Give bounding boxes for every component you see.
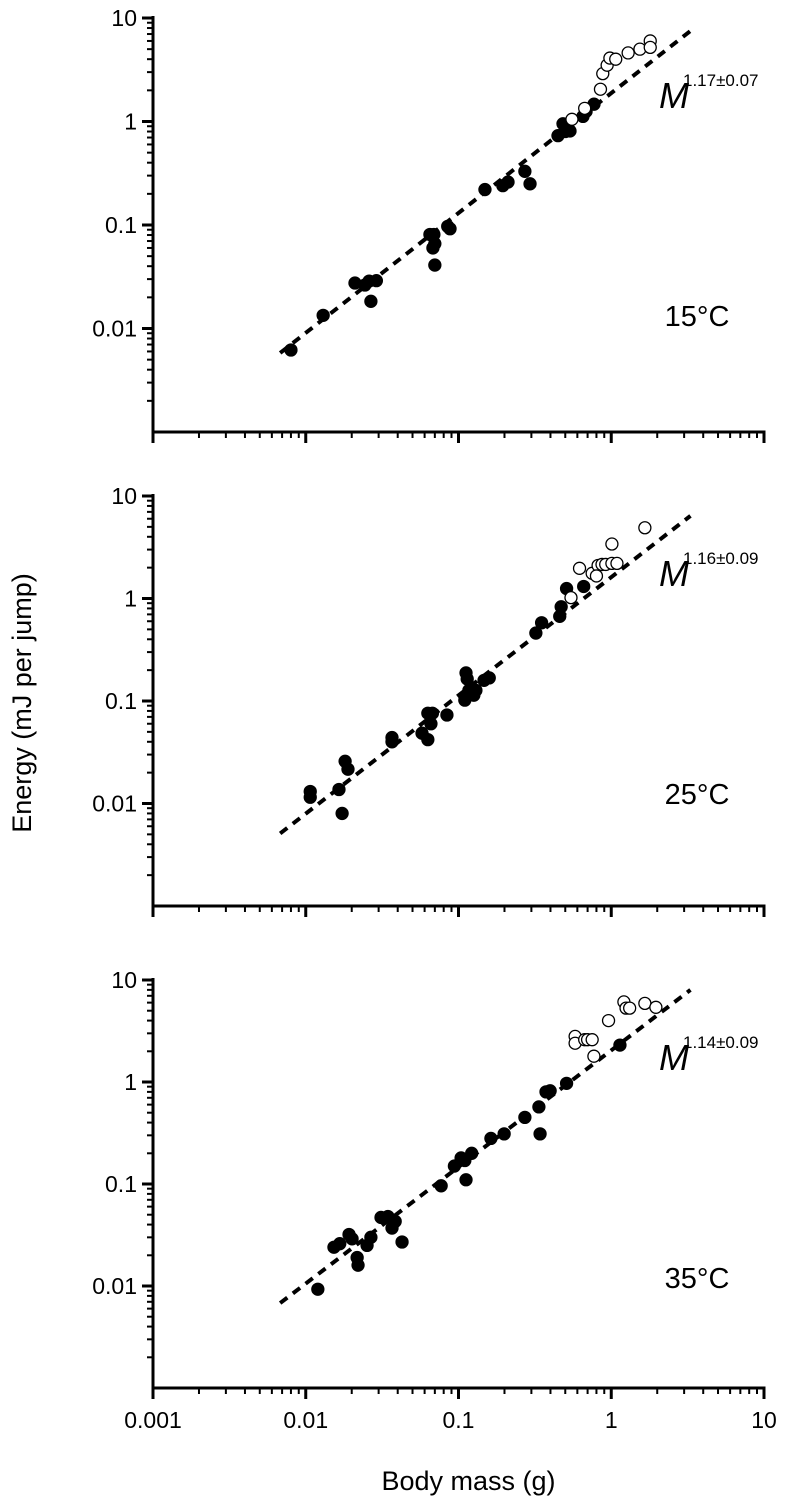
data-point bbox=[388, 1214, 402, 1229]
data-point bbox=[523, 177, 537, 191]
y-tick-label: 0.01 bbox=[92, 1273, 137, 1299]
data-point bbox=[572, 561, 587, 575]
data-point bbox=[395, 1235, 409, 1249]
data-point bbox=[351, 1258, 365, 1272]
data-point bbox=[459, 1173, 473, 1187]
data-point bbox=[497, 1127, 511, 1141]
data-point bbox=[578, 101, 592, 115]
exponent: 1.16±0.09 bbox=[683, 549, 759, 568]
data-point bbox=[554, 600, 568, 614]
data-point bbox=[421, 732, 435, 747]
panel: 0.01 0.1 1 10 0.001 0.01 0.1 1 10 35°C M1.14±0.09 B… bbox=[92, 967, 777, 1496]
data-point bbox=[610, 556, 624, 571]
y-tick-label: 0.01 bbox=[92, 791, 137, 817]
data-point bbox=[563, 124, 577, 138]
temperature-label: 25°C bbox=[665, 779, 730, 811]
data-point bbox=[364, 1230, 378, 1244]
data-point bbox=[585, 1033, 599, 1047]
data-point bbox=[460, 672, 474, 686]
data-point bbox=[385, 735, 399, 749]
exponent-base: M bbox=[659, 1037, 689, 1078]
x-axis-label: Body mass (g) bbox=[381, 1466, 555, 1496]
panel: 0.01 0.1 1 10 15°C M1.17±0.07 bbox=[92, 5, 766, 443]
data-point bbox=[643, 40, 657, 55]
panel: 0.01 0.1 1 10 25°C M1.16±0.09 Energy (mJ per j… bbox=[7, 483, 766, 917]
data-point bbox=[284, 343, 298, 357]
data-point bbox=[440, 708, 454, 722]
y-tick-label: 10 bbox=[111, 5, 137, 31]
data-point bbox=[369, 273, 384, 288]
data-point bbox=[649, 1000, 663, 1014]
data-point bbox=[589, 569, 604, 583]
data-point bbox=[478, 182, 492, 197]
x-tick-label: 0.01 bbox=[283, 1407, 328, 1433]
y-axis-label: Energy (mJ per jump) bbox=[7, 573, 37, 833]
x-tick-label: 0.001 bbox=[124, 1407, 182, 1433]
y-tick-label: 0.1 bbox=[105, 212, 137, 238]
y-tick-label: 10 bbox=[111, 483, 137, 509]
data-point bbox=[484, 1131, 498, 1146]
data-point bbox=[638, 996, 652, 1011]
data-point bbox=[529, 626, 543, 640]
exponent: 1.14±0.09 bbox=[683, 1033, 759, 1052]
data-point bbox=[532, 1100, 546, 1114]
data-point bbox=[621, 46, 635, 60]
data-point bbox=[465, 1146, 479, 1160]
y-tick-label: 0.01 bbox=[92, 316, 137, 342]
temperature-label: 15°C bbox=[665, 301, 730, 333]
data-point bbox=[345, 1232, 359, 1246]
data-point bbox=[559, 1076, 574, 1090]
x-tick-label: 1 bbox=[605, 1407, 618, 1433]
data-point bbox=[587, 1049, 601, 1063]
y-tick-label: 1 bbox=[124, 586, 137, 612]
data-point bbox=[623, 1001, 637, 1015]
exponent-base: M bbox=[659, 553, 689, 594]
data-point bbox=[605, 537, 619, 551]
y-tick-label: 0.1 bbox=[105, 1171, 137, 1197]
data-point bbox=[577, 579, 591, 594]
data-point bbox=[333, 1237, 347, 1251]
data-point bbox=[533, 1127, 547, 1141]
data-point bbox=[543, 1084, 557, 1098]
data-point bbox=[425, 706, 440, 720]
data-point bbox=[364, 294, 378, 308]
data-point bbox=[441, 219, 455, 234]
data-point bbox=[609, 52, 623, 66]
y-tick-label: 1 bbox=[124, 1069, 137, 1095]
temperature-label: 35°C bbox=[665, 1263, 730, 1295]
data-point bbox=[316, 308, 330, 322]
data-point bbox=[534, 616, 549, 630]
data-point bbox=[638, 521, 652, 535]
data-point bbox=[518, 1110, 532, 1125]
y-tick-label: 10 bbox=[111, 967, 137, 993]
data-point bbox=[434, 1179, 448, 1193]
data-point bbox=[311, 1282, 325, 1296]
data-point bbox=[332, 782, 346, 797]
data-point bbox=[428, 258, 442, 272]
y-tick-label: 1 bbox=[124, 109, 137, 135]
data-point bbox=[501, 175, 515, 189]
x-tick-label: 10 bbox=[751, 1407, 777, 1433]
data-point bbox=[335, 806, 349, 821]
data-point bbox=[303, 790, 317, 804]
data-point bbox=[564, 590, 578, 605]
data-point bbox=[428, 237, 442, 251]
fit-line bbox=[278, 988, 692, 1305]
data-point bbox=[593, 82, 608, 96]
exponent-base: M bbox=[659, 75, 689, 116]
data-point bbox=[518, 164, 532, 178]
data-point bbox=[341, 762, 355, 776]
data-point bbox=[613, 1038, 627, 1052]
data-point bbox=[482, 671, 496, 685]
exponent: 1.17±0.07 bbox=[683, 71, 759, 90]
data-point bbox=[469, 683, 483, 698]
data-point bbox=[565, 112, 579, 126]
y-tick-label: 0.1 bbox=[105, 688, 137, 714]
data-point bbox=[601, 1013, 616, 1028]
x-tick-label: 0.1 bbox=[443, 1407, 475, 1433]
